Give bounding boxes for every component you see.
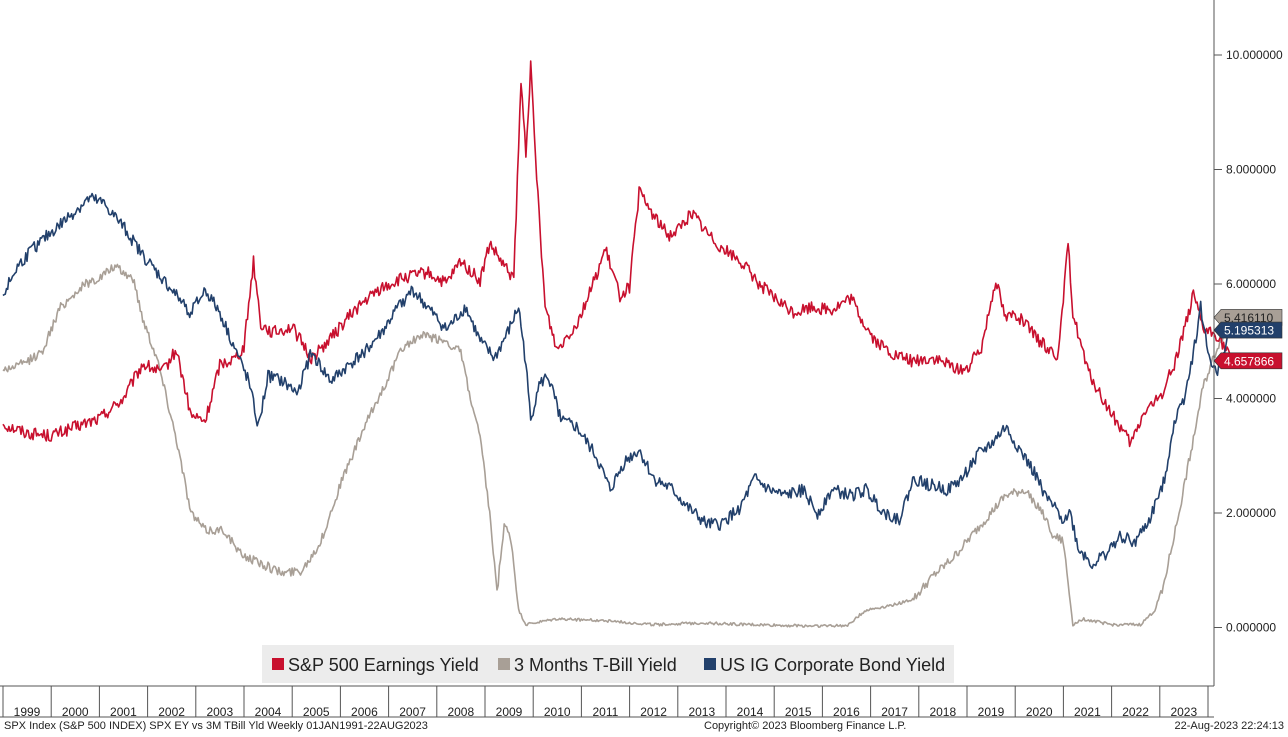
- footer-left: SPX Index (S&P 500 INDEX) SPX EY vs 3M T…: [4, 720, 428, 732]
- x-tick-label: 2021: [1074, 705, 1101, 719]
- x-tick-label: 2006: [351, 705, 378, 719]
- x-tick-label: 2001: [110, 705, 137, 719]
- x-tick-label: 1999: [14, 705, 41, 719]
- x-tick-label: 2002: [158, 705, 185, 719]
- x-tick-label: 2004: [255, 705, 282, 719]
- y-tick-label: 0.000000: [1226, 621, 1276, 635]
- x-tick-label: 2003: [206, 705, 233, 719]
- last-value-label: 5.416110: [1224, 311, 1273, 325]
- series-layer: [2, 60, 1233, 628]
- x-tick-label: 2018: [929, 705, 956, 719]
- legend-swatch: [272, 658, 284, 670]
- legend-label: US IG Corporate Bond Yield: [720, 655, 945, 675]
- x-tick-label: 2010: [544, 705, 571, 719]
- legend-background: [262, 645, 954, 683]
- x-tick-label: 2019: [978, 705, 1005, 719]
- x-tick-label: 2015: [785, 705, 812, 719]
- footer-copyright: Copyright© 2023 Bloomberg Finance L.P.: [704, 720, 907, 732]
- x-tick-label: 2022: [1122, 705, 1149, 719]
- legend-swatch: [704, 658, 716, 670]
- legend-label: 3 Months T-Bill Yield: [514, 655, 677, 675]
- x-tick-label: 2007: [399, 705, 426, 719]
- footer-timestamp: 22-Aug-2023 22:24:13: [1174, 720, 1284, 732]
- last-value-badge: [1213, 352, 1283, 370]
- x-tick-label: 2020: [1026, 705, 1053, 719]
- x-tick-label: 2017: [881, 705, 908, 719]
- y-tick-label: 2.000000: [1226, 506, 1276, 520]
- y-tick-label: 4.000000: [1226, 392, 1276, 406]
- series-line-tbill-3m-yield: [2, 263, 1233, 628]
- x-tick-label: 2000: [62, 705, 89, 719]
- x-tick-label: 2008: [447, 705, 474, 719]
- x-tick-label: 2016: [833, 705, 860, 719]
- x-tick-label: 2012: [640, 705, 667, 719]
- legend: S&P 500 Earnings Yield 3 Months T-Bill Yi…: [262, 645, 954, 683]
- last-value-label: 4.657866: [1224, 354, 1274, 368]
- y-tick-label: 10.000000: [1226, 48, 1283, 62]
- legend-label: S&P 500 Earnings Yield: [288, 655, 479, 675]
- x-axis: 1999 2000 2001 2002 2003 2004 2005 2006 2007 2008…: [2, 686, 1209, 719]
- legend-swatch: [498, 658, 510, 670]
- x-tick-label: 2014: [737, 705, 764, 719]
- x-tick-label: 2005: [303, 705, 330, 719]
- y-tick-label: 8.000000: [1226, 163, 1276, 177]
- series-line-us-ig-corporate-bond-yield: [2, 192, 1233, 570]
- last-value-label: 5.195313: [1224, 324, 1274, 338]
- y-axis: 10.000000 8.000000 6.000000 4.000000 2.00000…: [1214, 48, 1283, 635]
- x-tick-label: 2023: [1170, 705, 1197, 719]
- y-tick-label: 6.000000: [1226, 277, 1276, 291]
- x-tick-label: 2009: [496, 705, 523, 719]
- last-value-badge: [1213, 321, 1283, 339]
- series-line-sp500-earnings-yield: [2, 60, 1233, 448]
- x-tick-label: 2011: [592, 705, 618, 719]
- x-tick-label: 2013: [688, 705, 715, 719]
